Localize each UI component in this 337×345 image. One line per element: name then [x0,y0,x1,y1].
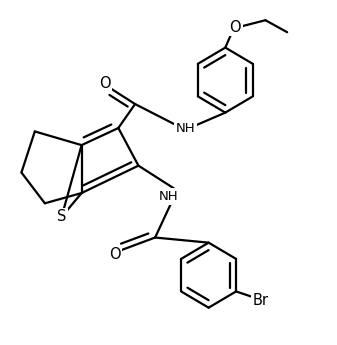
Text: NH: NH [175,121,195,135]
Text: S: S [57,209,66,225]
Text: O: O [99,76,111,91]
Text: O: O [109,247,121,262]
Text: O: O [229,20,241,34]
Text: NH: NH [159,190,178,203]
Text: Br: Br [252,293,268,308]
